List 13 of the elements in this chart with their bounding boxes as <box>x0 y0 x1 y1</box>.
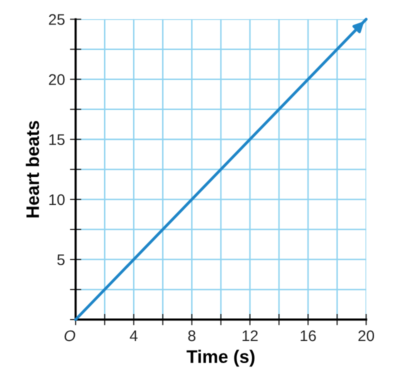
x-tick-label: O <box>64 330 76 342</box>
x-tick-label: 20 <box>358 330 374 342</box>
x-tick-label: 8 <box>188 330 196 342</box>
x-tick-label: 16 <box>300 330 316 342</box>
x-tick-label: 12 <box>242 330 258 342</box>
y-tick-label: 15 <box>49 134 65 146</box>
y-tick-label: 20 <box>48 74 65 85</box>
y-tick-label: 25 <box>48 14 65 25</box>
x-axis-title: Time (s) <box>186 350 254 367</box>
x-tick-label: 4 <box>130 330 138 342</box>
y-axis-title: Heart beats <box>26 120 40 218</box>
y-tick-label: 5 <box>57 254 65 266</box>
y-tick-label: 10 <box>49 194 65 206</box>
